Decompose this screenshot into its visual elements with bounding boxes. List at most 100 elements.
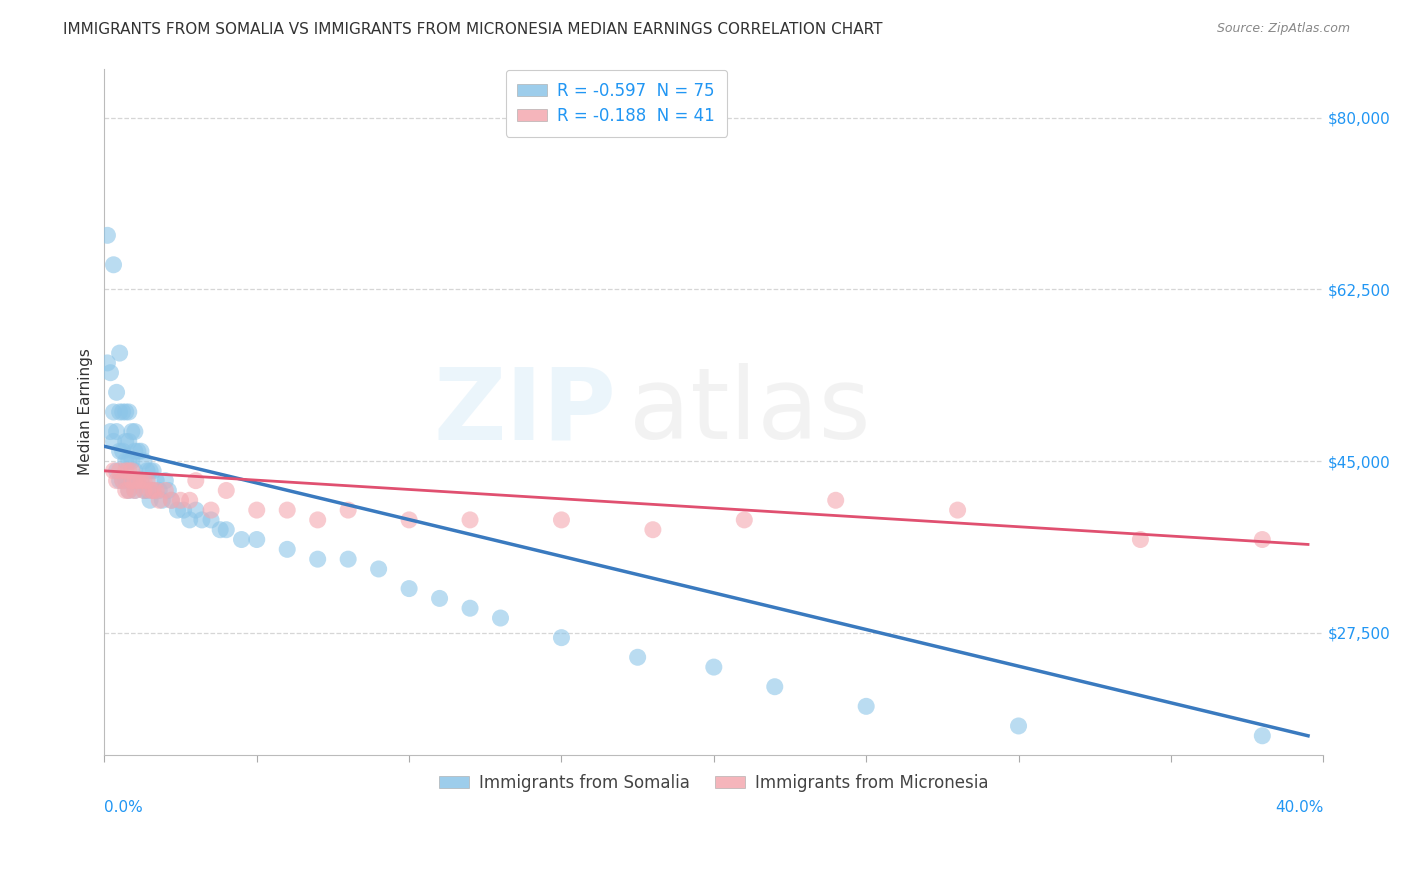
Point bbox=[398, 582, 420, 596]
Point bbox=[103, 258, 125, 272]
Point bbox=[118, 434, 141, 449]
Point bbox=[1007, 719, 1029, 733]
Point bbox=[246, 503, 269, 517]
Point bbox=[157, 483, 180, 498]
Point bbox=[100, 366, 122, 380]
Point bbox=[142, 464, 165, 478]
Point bbox=[121, 464, 143, 478]
Point bbox=[763, 680, 786, 694]
Point bbox=[96, 356, 118, 370]
Point bbox=[108, 405, 131, 419]
Point bbox=[132, 474, 155, 488]
Point bbox=[489, 611, 512, 625]
Point bbox=[108, 444, 131, 458]
Point bbox=[127, 474, 149, 488]
Point bbox=[100, 425, 122, 439]
Point bbox=[139, 464, 162, 478]
Point bbox=[179, 493, 201, 508]
Point bbox=[121, 454, 143, 468]
Point bbox=[733, 513, 755, 527]
Point bbox=[124, 425, 146, 439]
Point bbox=[111, 474, 134, 488]
Point bbox=[105, 474, 128, 488]
Point bbox=[124, 444, 146, 458]
Text: ZIP: ZIP bbox=[433, 363, 616, 460]
Point bbox=[121, 474, 143, 488]
Point bbox=[1129, 533, 1152, 547]
Point bbox=[124, 483, 146, 498]
Point bbox=[129, 474, 152, 488]
Point bbox=[111, 405, 134, 419]
Point bbox=[103, 434, 125, 449]
Point bbox=[124, 474, 146, 488]
Point bbox=[191, 513, 214, 527]
Point bbox=[337, 503, 360, 517]
Point bbox=[118, 454, 141, 468]
Point bbox=[150, 493, 173, 508]
Point bbox=[276, 542, 298, 557]
Text: Source: ZipAtlas.com: Source: ZipAtlas.com bbox=[1216, 22, 1350, 36]
Point bbox=[118, 405, 141, 419]
Point bbox=[121, 425, 143, 439]
Point bbox=[169, 493, 191, 508]
Point bbox=[215, 523, 238, 537]
Point bbox=[103, 464, 125, 478]
Point bbox=[855, 699, 877, 714]
Point bbox=[108, 346, 131, 360]
Point bbox=[114, 454, 136, 468]
Point bbox=[127, 474, 149, 488]
Point bbox=[105, 464, 128, 478]
Point bbox=[145, 483, 167, 498]
Point bbox=[145, 474, 167, 488]
Point bbox=[118, 483, 141, 498]
Point bbox=[458, 601, 481, 615]
Point bbox=[136, 464, 159, 478]
Point bbox=[1251, 729, 1274, 743]
Point bbox=[132, 454, 155, 468]
Point bbox=[127, 444, 149, 458]
Point bbox=[246, 533, 269, 547]
Point bbox=[108, 464, 131, 478]
Point bbox=[139, 483, 162, 498]
Point bbox=[550, 513, 572, 527]
Point bbox=[129, 474, 152, 488]
Point bbox=[118, 483, 141, 498]
Point bbox=[111, 444, 134, 458]
Point bbox=[105, 425, 128, 439]
Point bbox=[114, 434, 136, 449]
Point bbox=[148, 493, 170, 508]
Point bbox=[129, 444, 152, 458]
Point bbox=[114, 464, 136, 478]
Point bbox=[105, 385, 128, 400]
Point bbox=[132, 483, 155, 498]
Point bbox=[124, 464, 146, 478]
Point bbox=[946, 503, 969, 517]
Y-axis label: Median Earnings: Median Earnings bbox=[79, 349, 93, 475]
Point bbox=[124, 483, 146, 498]
Point bbox=[200, 503, 222, 517]
Point bbox=[307, 513, 329, 527]
Point bbox=[132, 483, 155, 498]
Text: IMMIGRANTS FROM SOMALIA VS IMMIGRANTS FROM MICRONESIA MEDIAN EARNINGS CORRELATIO: IMMIGRANTS FROM SOMALIA VS IMMIGRANTS FR… bbox=[63, 22, 883, 37]
Point bbox=[173, 503, 195, 517]
Point bbox=[155, 483, 177, 498]
Point bbox=[184, 474, 207, 488]
Point bbox=[108, 474, 131, 488]
Point bbox=[111, 474, 134, 488]
Point bbox=[103, 405, 125, 419]
Point bbox=[136, 474, 159, 488]
Point bbox=[276, 503, 298, 517]
Point bbox=[337, 552, 360, 566]
Point bbox=[1251, 533, 1274, 547]
Point bbox=[184, 503, 207, 517]
Point bbox=[96, 228, 118, 243]
Point bbox=[160, 493, 183, 508]
Point bbox=[641, 523, 664, 537]
Point bbox=[231, 533, 253, 547]
Point bbox=[166, 503, 188, 517]
Point bbox=[114, 474, 136, 488]
Legend: Immigrants from Somalia, Immigrants from Micronesia: Immigrants from Somalia, Immigrants from… bbox=[433, 767, 995, 798]
Point bbox=[200, 513, 222, 527]
Point bbox=[824, 493, 846, 508]
Point bbox=[429, 591, 451, 606]
